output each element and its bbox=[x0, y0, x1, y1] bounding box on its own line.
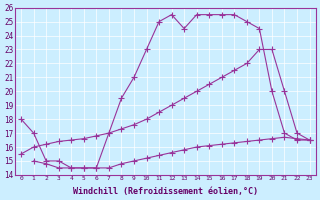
X-axis label: Windchill (Refroidissement éolien,°C): Windchill (Refroidissement éolien,°C) bbox=[73, 187, 258, 196]
